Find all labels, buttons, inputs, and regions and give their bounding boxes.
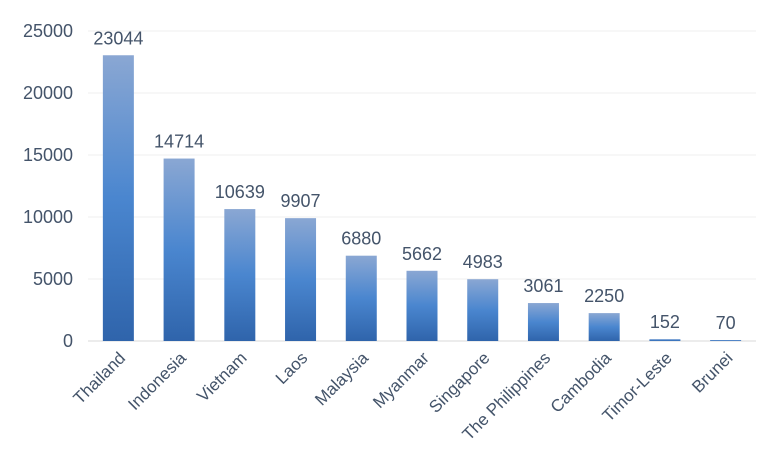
bar-timor-leste <box>649 339 681 341</box>
data-label: 14714 <box>154 132 204 152</box>
x-tick-label: Laos <box>272 348 312 388</box>
y-tick-label: 15000 <box>23 145 73 165</box>
bar-cambodia <box>588 313 620 341</box>
data-label: 9907 <box>281 191 321 211</box>
data-label: 4983 <box>463 252 503 272</box>
y-axis: 0 5000 10000 15000 20000 25000 <box>23 21 73 351</box>
y-tick-label: 0 <box>63 331 73 351</box>
bar-brunei <box>710 340 742 341</box>
y-tick-label: 5000 <box>33 269 73 289</box>
bars <box>102 55 742 342</box>
y-tick-label: 20000 <box>23 83 73 103</box>
data-labels: 23044 14714 10639 9907 6880 5662 4983 3061 2250 1… <box>93 28 735 333</box>
x-tick-label: Indonesia <box>124 348 190 414</box>
data-label: 23044 <box>93 28 143 48</box>
y-tick-label: 10000 <box>23 207 73 227</box>
y-tick-label: 25000 <box>23 21 73 41</box>
data-label: 3061 <box>523 276 563 296</box>
data-label: 6880 <box>341 229 381 249</box>
data-label: 70 <box>716 313 736 333</box>
bar-indonesia <box>163 158 195 341</box>
data-label: 10639 <box>215 182 265 202</box>
x-tick-label: Vietnam <box>193 348 250 405</box>
data-label: 5662 <box>402 244 442 264</box>
bar-laos <box>285 218 317 341</box>
bar-vietnam <box>224 209 256 341</box>
x-tick-label: Thailand <box>70 348 130 408</box>
bar-the-philippines <box>527 303 559 341</box>
x-tick-label: Brunei <box>688 348 736 396</box>
data-label: 152 <box>650 312 680 332</box>
bar-myanmar <box>406 270 438 341</box>
bar-thailand <box>102 55 134 342</box>
x-tick-label: Myanmar <box>369 348 433 412</box>
x-tick-label: Malaysia <box>311 348 372 409</box>
data-label: 2250 <box>584 286 624 306</box>
bar-malaysia <box>345 255 377 341</box>
bar-singapore <box>467 279 499 341</box>
